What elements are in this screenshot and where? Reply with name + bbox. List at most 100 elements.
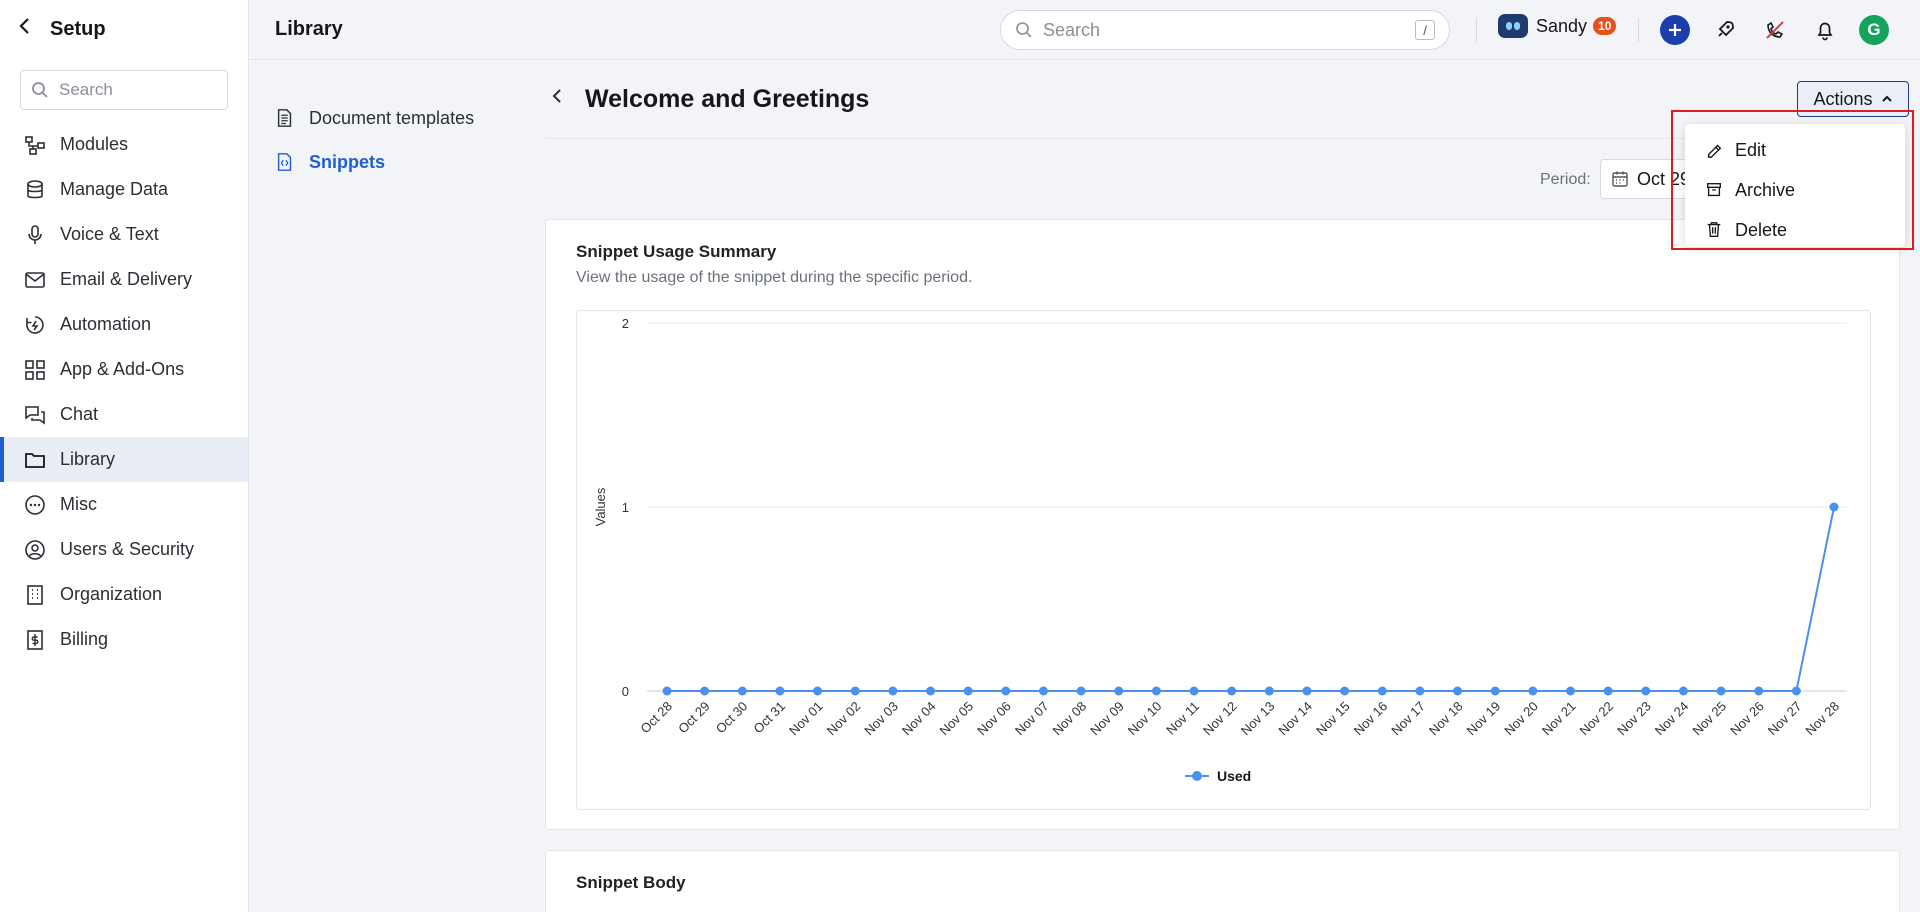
data-point (1340, 686, 1350, 696)
x-tick-label: Oct 29 (675, 699, 713, 737)
snippet-icon (277, 153, 292, 171)
data-point (1565, 686, 1575, 696)
pencil-icon (1707, 144, 1722, 158)
data-point (700, 686, 710, 696)
search-shortcut-key: / (1415, 20, 1435, 40)
left-sidebar: Setup Search Modules Manage Data Voice & T… (0, 0, 249, 912)
x-tick-label: Nov 21 (1539, 699, 1579, 739)
data-point (1829, 502, 1839, 512)
sidebar-item-users-security[interactable]: Users & Security (0, 527, 248, 572)
x-tick-label: Nov 02 (824, 699, 864, 739)
trash-icon (1707, 222, 1721, 237)
data-point (1678, 686, 1688, 696)
sidebar-item-billing[interactable]: Billing (0, 617, 248, 662)
chat-icon (25, 405, 45, 425)
sidebar-item-manage-data[interactable]: Manage Data (0, 167, 248, 212)
folder-icon (25, 452, 45, 468)
subnav-item-document-templates[interactable]: Document templates (275, 96, 474, 140)
assistant-user-button[interactable]: Sandy 10 (1498, 14, 1617, 38)
building-icon (27, 584, 43, 605)
x-tick-label: Nov 26 (1727, 699, 1767, 739)
sidebar-item-label: Organization (60, 584, 163, 604)
divider (1638, 18, 1639, 42)
chevron-left-icon (552, 89, 561, 103)
snippet-body-card: Snippet Body (545, 850, 1900, 912)
top-bar-title: Library (275, 18, 343, 40)
actions-dropdown-menu: Edit Archive Delete (1685, 124, 1905, 247)
x-tick-label: Nov 25 (1689, 699, 1729, 739)
x-tick-label: Nov 27 (1765, 699, 1805, 739)
user-avatar[interactable]: G (1859, 15, 1889, 45)
x-tick-label: Nov 04 (899, 699, 939, 739)
y-axis-label: Values (593, 487, 608, 526)
calendar-icon (1612, 171, 1628, 187)
sidebar-item-label: Automation (60, 314, 152, 334)
document-icon (277, 109, 292, 127)
x-tick-label: Nov 28 (1802, 699, 1842, 739)
sidebar-item-label: Billing (60, 629, 109, 649)
rocket-icon (1718, 21, 1734, 37)
data-point (1001, 686, 1011, 696)
x-tick-label: Nov 14 (1275, 699, 1315, 739)
sidebar-item-chat[interactable]: Chat (0, 392, 248, 437)
x-tick-label: Oct 31 (750, 699, 788, 737)
bot-avatar-icon (1498, 14, 1528, 38)
global-search-input[interactable]: Search / (1000, 10, 1450, 50)
data-point (1302, 686, 1312, 696)
sidebar-search-input[interactable]: Search (20, 70, 228, 110)
x-tick-label: Oct 30 (713, 699, 751, 737)
back-button[interactable] (550, 87, 564, 111)
rocket-button[interactable] (1710, 15, 1740, 45)
notification-count-badge: 10 (1593, 17, 1617, 35)
usage-summary-card: Snippet Usage Summary View the usage of … (545, 219, 1900, 830)
data-point (1151, 686, 1161, 696)
usage-chart-container: 0 1 2 Values Oct 28 Oct 29 Oct 30 Oct 31 Nov 01 N… (576, 310, 1871, 810)
menu-item-archive[interactable]: Archive (1685, 170, 1905, 210)
plus-icon (1669, 24, 1681, 36)
x-tick-label: Nov 08 (1049, 699, 1089, 739)
sidebar-header: Setup (0, 0, 248, 58)
data-point (1603, 686, 1613, 696)
data-point (1377, 686, 1387, 696)
menu-item-label: Archive (1735, 179, 1796, 200)
sidebar-item-email-delivery[interactable]: Email & Delivery (0, 257, 248, 302)
x-tick-label: Nov 06 (974, 699, 1014, 739)
sidebar-item-label: Email & Delivery (60, 269, 193, 289)
data-point (850, 686, 860, 696)
data-point (1264, 686, 1274, 696)
sidebar-item-automation[interactable]: Automation (0, 302, 248, 347)
apps-grid-icon (25, 359, 45, 380)
subnav-item-snippets[interactable]: Snippets (275, 140, 474, 184)
x-tick-label: Nov 16 (1351, 699, 1391, 739)
actions-button[interactable]: Actions (1797, 81, 1909, 117)
notifications-button[interactable] (1810, 15, 1840, 45)
sidebar-item-app-add-ons[interactable]: App & Add-Ons (0, 347, 248, 392)
sidebar-item-voice-text[interactable]: Voice & Text (0, 212, 248, 257)
period-label: Period: (1540, 171, 1591, 188)
data-point (1754, 686, 1764, 696)
sidebar-item-modules[interactable]: Modules (0, 122, 248, 167)
database-icon (27, 179, 43, 198)
x-tick-label: Nov 20 (1501, 699, 1541, 739)
data-point (1189, 686, 1199, 696)
data-point (1791, 686, 1801, 696)
menu-item-delete[interactable]: Delete (1685, 210, 1905, 250)
back-chevron-icon[interactable] (18, 17, 32, 41)
data-point (1076, 686, 1086, 696)
x-tick-label: Oct 28 (637, 699, 675, 737)
sidebar-item-label: Manage Data (60, 179, 169, 199)
x-tick-label: Nov 17 (1388, 699, 1428, 739)
y-tick-label: 2 (622, 316, 629, 331)
phone-off-button[interactable] (1760, 15, 1790, 45)
menu-item-edit[interactable]: Edit (1685, 130, 1905, 170)
x-tick-label: Nov 11 (1163, 699, 1202, 738)
sidebar-item-label: Modules (60, 134, 129, 154)
x-tick-label: Nov 15 (1313, 699, 1353, 739)
sidebar-item-misc[interactable]: Misc (0, 482, 248, 527)
create-plus-button[interactable] (1660, 15, 1690, 45)
x-tick-label: Nov 01 (786, 699, 826, 739)
sidebar-item-library[interactable]: Library (0, 437, 248, 482)
y-tick-label: 0 (622, 684, 629, 699)
x-tick-label: Nov 03 (861, 699, 901, 739)
sidebar-item-organization[interactable]: Organization (0, 572, 248, 617)
